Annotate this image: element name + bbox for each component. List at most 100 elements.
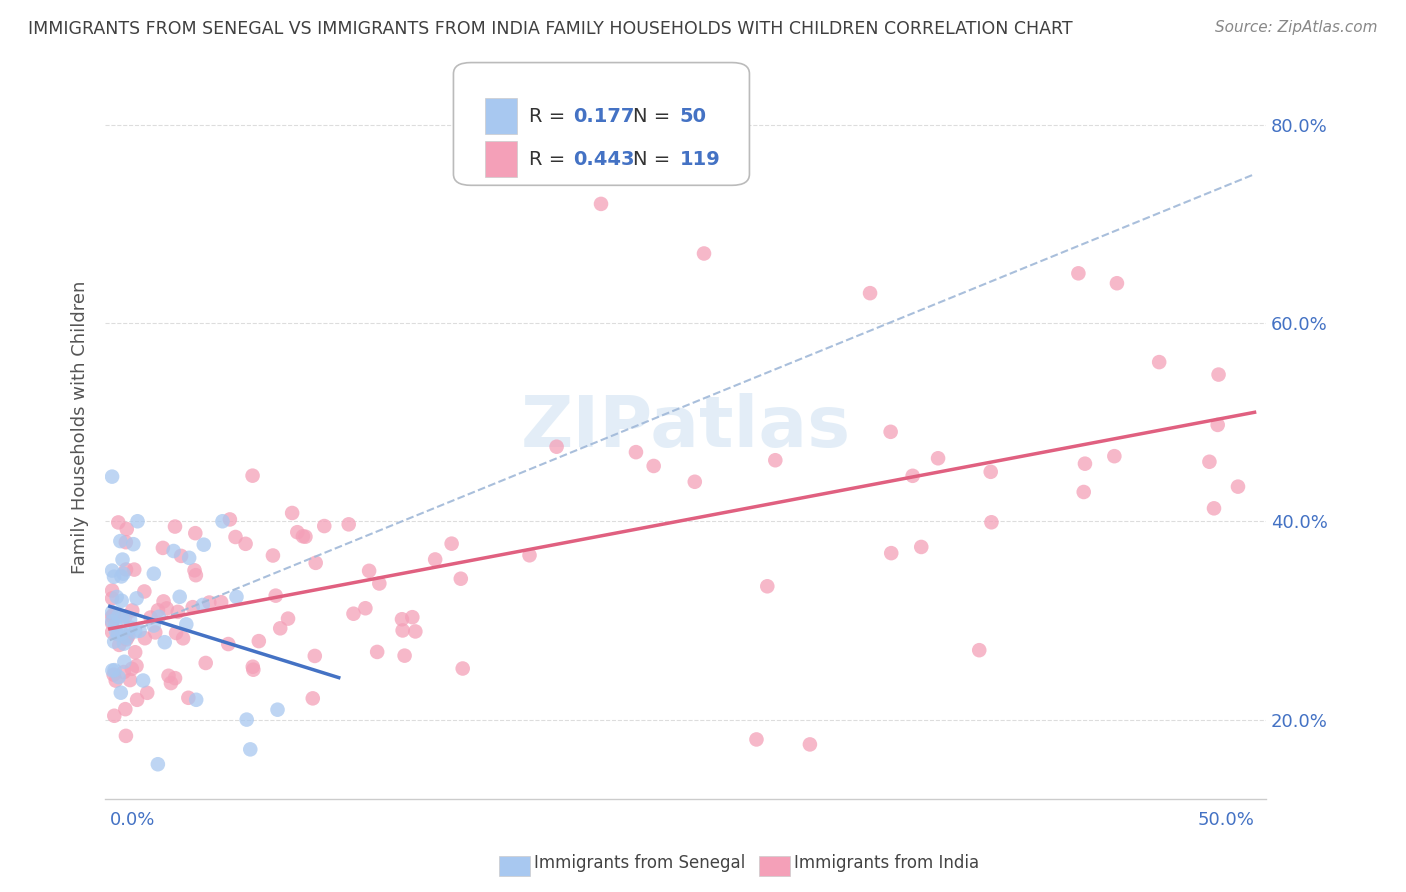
Point xyxy=(108,638,131,652)
Point xyxy=(107,627,129,641)
Point xyxy=(643,458,665,473)
Point xyxy=(125,658,148,673)
Point xyxy=(1073,485,1095,500)
Point xyxy=(112,637,135,651)
Point xyxy=(281,506,304,520)
Point xyxy=(104,673,127,688)
Point xyxy=(519,549,541,563)
Point xyxy=(301,691,323,706)
Text: 0.177: 0.177 xyxy=(574,107,634,126)
Point xyxy=(103,708,125,723)
Point xyxy=(745,732,768,747)
Point xyxy=(107,516,129,530)
Point xyxy=(1198,455,1220,469)
Point xyxy=(163,519,186,533)
Point xyxy=(101,609,124,624)
Point xyxy=(294,530,316,544)
Point xyxy=(134,584,156,599)
Point xyxy=(880,546,903,560)
Point xyxy=(104,618,127,632)
Point xyxy=(277,612,299,626)
Point xyxy=(451,661,474,675)
Point xyxy=(103,570,125,584)
Point xyxy=(218,512,240,526)
Text: ZIPatlas: ZIPatlas xyxy=(520,392,851,461)
Point xyxy=(901,468,924,483)
Text: R =: R = xyxy=(529,107,571,126)
Point xyxy=(122,537,145,551)
Point xyxy=(391,612,413,626)
Point xyxy=(115,729,138,743)
Point xyxy=(1227,480,1250,494)
Point xyxy=(118,613,141,627)
Point xyxy=(103,667,125,681)
Point xyxy=(146,757,169,772)
Point xyxy=(247,634,270,648)
Point xyxy=(121,603,143,617)
Point xyxy=(103,663,125,677)
Point xyxy=(142,618,165,632)
Point xyxy=(134,632,156,646)
Point xyxy=(194,656,217,670)
Point xyxy=(262,549,284,563)
Point xyxy=(143,625,166,640)
Point xyxy=(980,516,1002,530)
Point xyxy=(121,662,143,676)
Point xyxy=(146,603,169,617)
Point xyxy=(160,676,183,690)
Point xyxy=(105,590,128,604)
Point xyxy=(756,579,779,593)
Point xyxy=(624,445,647,459)
Point xyxy=(148,610,170,624)
Point xyxy=(157,669,180,683)
Point xyxy=(1104,449,1126,463)
Point xyxy=(1067,266,1090,280)
Point xyxy=(124,645,146,659)
Point xyxy=(170,549,193,563)
Point xyxy=(120,621,142,635)
Text: 50: 50 xyxy=(679,107,707,126)
Text: 50.0%: 50.0% xyxy=(1198,811,1254,829)
Point xyxy=(101,591,124,606)
Point xyxy=(125,591,148,606)
Point xyxy=(128,624,150,638)
Point xyxy=(103,607,125,622)
Point xyxy=(910,540,932,554)
Text: Immigrants from Senegal: Immigrants from Senegal xyxy=(534,855,745,872)
Point xyxy=(124,624,146,639)
Point xyxy=(165,626,187,640)
Point xyxy=(927,451,949,466)
Point xyxy=(242,468,264,483)
FancyBboxPatch shape xyxy=(454,62,749,186)
Point xyxy=(112,655,135,669)
Point xyxy=(391,624,413,638)
Point xyxy=(693,246,716,260)
Point xyxy=(546,440,568,454)
Point xyxy=(193,538,215,552)
Y-axis label: Family Households with Children: Family Households with Children xyxy=(72,280,89,574)
Point xyxy=(112,566,135,581)
Point xyxy=(304,648,326,663)
Point xyxy=(217,637,239,651)
Point xyxy=(132,673,155,688)
Point xyxy=(1074,457,1097,471)
Point xyxy=(101,615,124,629)
Point xyxy=(183,563,205,577)
Point xyxy=(191,598,214,612)
Point xyxy=(115,631,138,645)
Point xyxy=(115,632,138,647)
Point xyxy=(342,607,364,621)
Text: Immigrants from India: Immigrants from India xyxy=(794,855,980,872)
Point xyxy=(450,572,472,586)
Point xyxy=(799,738,821,752)
Point xyxy=(152,594,174,608)
Point xyxy=(366,645,388,659)
Point xyxy=(101,605,124,619)
Point xyxy=(305,556,328,570)
Point xyxy=(683,475,706,489)
Point xyxy=(110,534,132,549)
Point xyxy=(264,589,287,603)
Point xyxy=(242,663,264,677)
Point xyxy=(174,617,197,632)
Point xyxy=(235,537,257,551)
